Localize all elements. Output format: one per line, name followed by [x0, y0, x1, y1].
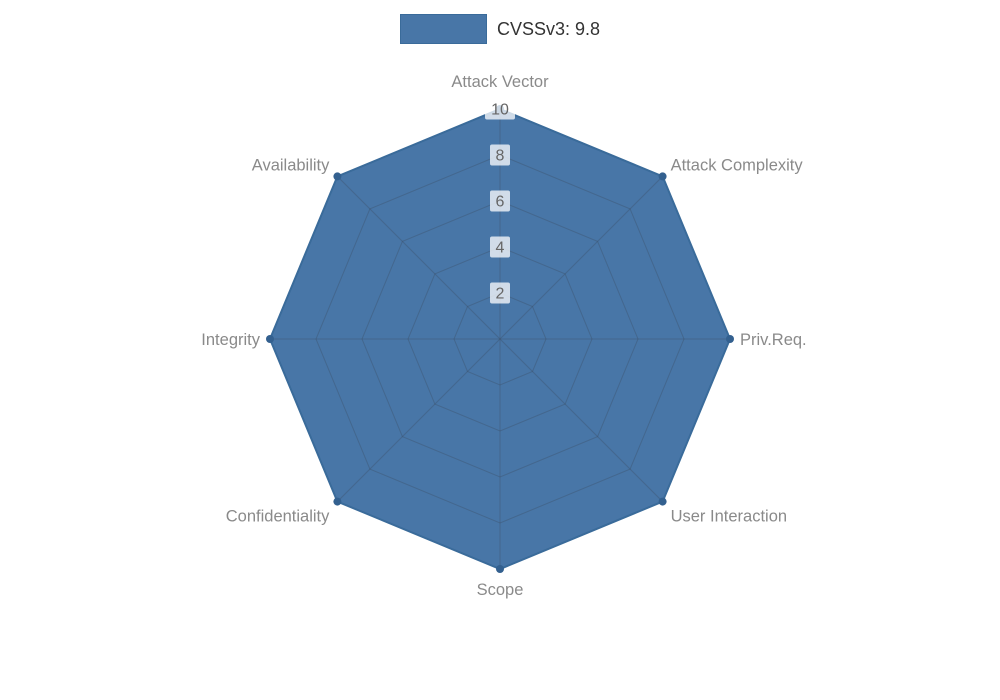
axis-label-priv-req: Priv.Req.: [740, 331, 807, 349]
axis-label-scope: Scope: [477, 581, 524, 599]
radar-axis-line-availability: [337, 176, 501, 340]
legend-label: CVSSv3: 9.8: [496, 19, 601, 39]
axis-label-integrity: Integrity: [201, 331, 260, 349]
tick-label-2: 2: [496, 286, 505, 303]
tick-label-10: 10: [491, 102, 509, 119]
tick-backdrop-4: [490, 236, 510, 258]
radar-grid-ring-4: [407, 246, 593, 432]
radar-point-attack-complexity: [658, 172, 667, 181]
tick-label-8: 8: [496, 148, 505, 165]
radar-point-priv-req: [726, 335, 734, 343]
tick-label-4: 4: [496, 240, 505, 257]
radar-axis-line-attack-complexity: [499, 176, 663, 340]
axis-label-availability: Availability: [252, 156, 330, 174]
radar-grid-ring-8: [315, 154, 685, 524]
axis-label-attack-complexity: Attack Complexity: [671, 156, 804, 174]
radar-point-confidentiality: [333, 497, 342, 506]
legend-swatch: [399, 14, 487, 44]
axis-label-user-interaction: User Interaction: [671, 508, 787, 526]
radar-point-user-interaction: [658, 497, 667, 506]
axis-label-confidentiality: Confidentiality: [226, 508, 330, 526]
radar-grid-ring-2: [453, 292, 547, 386]
tick-backdrop-10: [485, 98, 515, 120]
radar-axis-line-user-interaction: [499, 338, 663, 502]
chart-legend: CVSSv3: 9.8: [0, 14, 1000, 44]
axis-label-attack-vector: Attack Vector: [451, 73, 549, 91]
tick-backdrop-2: [490, 282, 510, 304]
radar-point-availability: [333, 172, 342, 181]
radar-series-polygon: [270, 109, 730, 569]
radar-point-scope: [496, 565, 504, 573]
tick-backdrop-8: [490, 144, 510, 166]
tick-backdrop-6: [490, 190, 510, 212]
radar-axis-line-confidentiality: [337, 338, 501, 502]
legend-item-cvssv3[interactable]: CVSSv3: 9.8: [399, 14, 601, 44]
radar-point-integrity: [266, 335, 274, 343]
radar-grid-ring-6: [361, 200, 639, 478]
tick-label-6: 6: [496, 194, 505, 211]
